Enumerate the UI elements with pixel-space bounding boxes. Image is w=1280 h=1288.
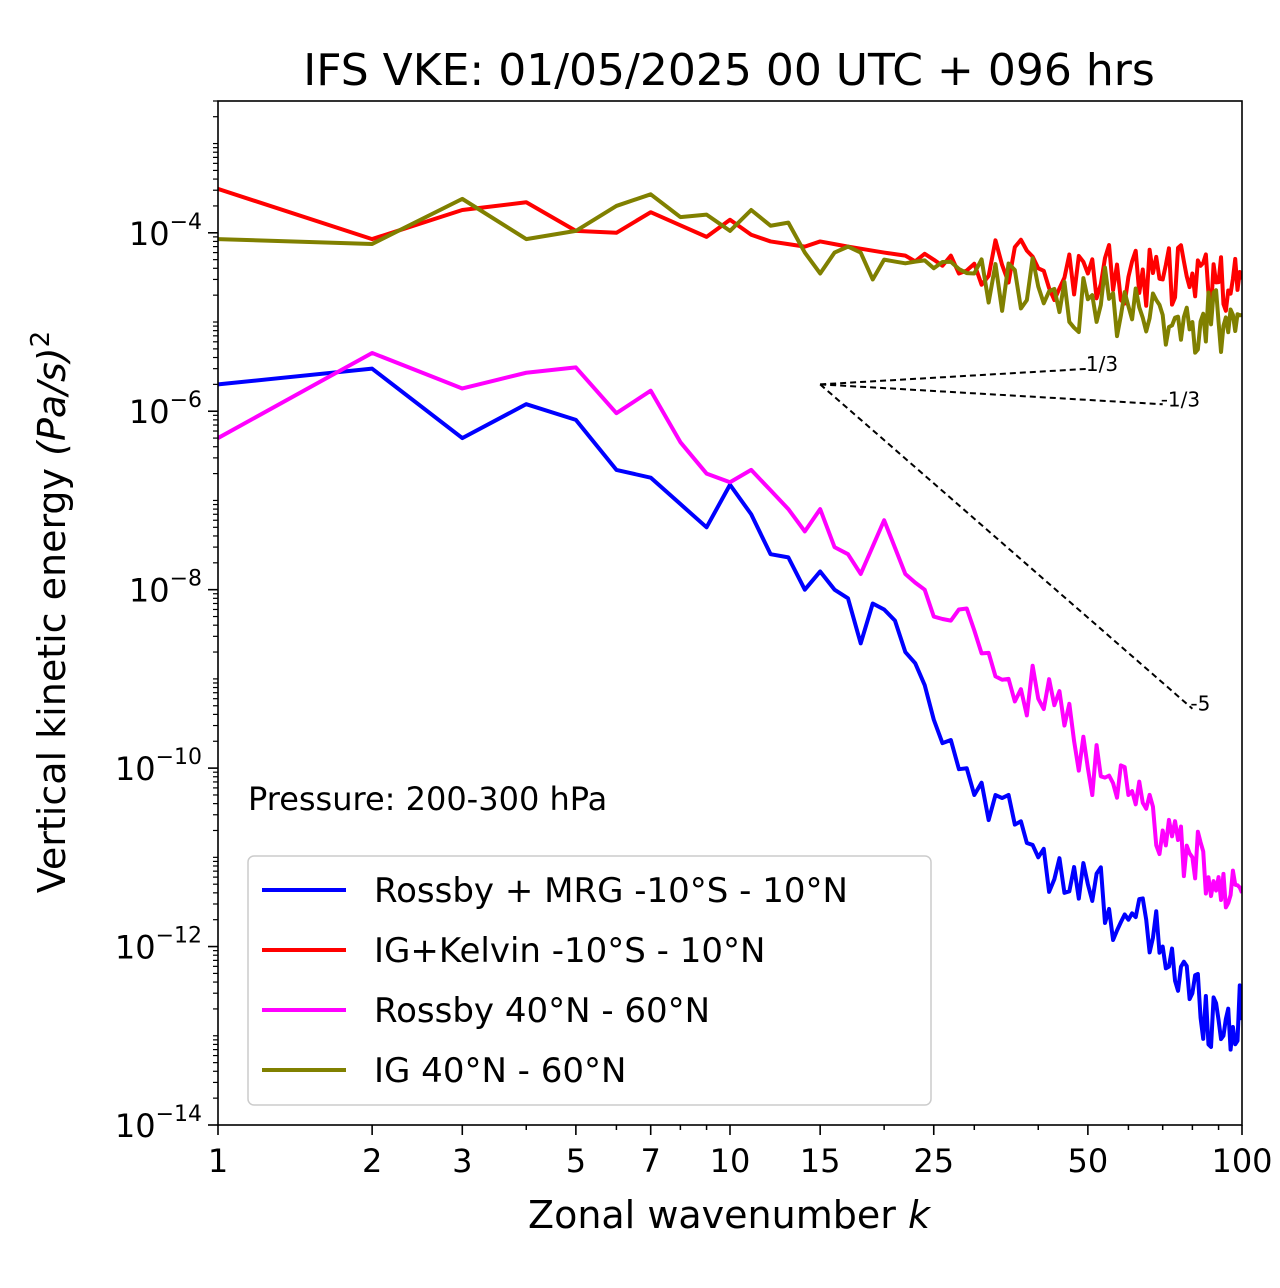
y-tick-label: 10−10 — [115, 745, 202, 788]
y-tick-label: 10−4 — [129, 210, 202, 253]
legend-label-1: IG+Kelvin -10°S - 10°N — [374, 931, 765, 971]
x-tick-label: 100 — [1211, 1142, 1272, 1180]
y-tick-label: 10−8 — [129, 567, 202, 610]
x-tick-label: 3 — [452, 1142, 472, 1180]
x-tick-label: 25 — [913, 1142, 954, 1180]
y-axis-label-units: (Pa/s) — [30, 347, 74, 455]
pressure-annotation: Pressure: 200-300 hPa — [248, 780, 607, 818]
series-layer — [218, 187, 1242, 1052]
x-tick-label: 15 — [800, 1142, 841, 1180]
x-tick-label: 1 — [208, 1142, 228, 1180]
y-tick-label: 10−6 — [129, 388, 202, 431]
x-tick-label: 5 — [566, 1142, 586, 1180]
y-tick-label: 10−12 — [115, 924, 202, 967]
legend-label-3: IG 40°N - 60°N — [374, 1051, 626, 1091]
x-axis-label-var: k — [908, 1193, 932, 1237]
y-axis-ticks: 10−14 10−12 10−10 10−8 10−6 10−4 — [115, 100, 218, 1145]
slope-line-2 — [819, 383, 1194, 710]
x-tick-label: 50 — [1068, 1142, 1109, 1180]
x-tick-label: 7 — [641, 1142, 661, 1180]
x-axis-label: Zonal wavenumber k — [528, 1193, 932, 1237]
y-axis-label-text: Vertical kinetic energy — [30, 468, 74, 893]
x-axis-ticks: 1 2 3 5 7 10 15 25 50 100 — [208, 1125, 1273, 1180]
series-line-2 — [218, 350, 1242, 910]
y-axis-label: Vertical kinetic energy (Pa/s)2 — [26, 331, 74, 893]
y-tick-label: 10−14 — [115, 1102, 202, 1145]
slope-label-0: 1/3 — [1086, 352, 1118, 376]
y-axis-label-power: 2 — [26, 331, 56, 348]
x-tick-label: 2 — [362, 1142, 382, 1180]
slope-line-0 — [820, 367, 1088, 386]
legend-label-0: Rossby + MRG -10°S - 10°N — [374, 871, 848, 911]
chart-title: IFS VKE: 01/05/2025 00 UTC + 096 hrs — [303, 45, 1155, 96]
slope-label-2: -5 — [1190, 692, 1210, 716]
reference-slopes: 1/3 -1/3 -5 — [819, 352, 1210, 716]
legend-box — [247, 855, 932, 1106]
legend: Rossby + MRG -10°S - 10°N IG+Kelvin -10°S… — [247, 855, 932, 1106]
slope-label-1: -1/3 — [1161, 387, 1200, 411]
slope-line-1 — [820, 383, 1163, 406]
x-tick-label: 10 — [710, 1142, 751, 1180]
series-line-3 — [218, 192, 1242, 355]
svg-text:Vertical kinetic energy (Pa/s): Vertical kinetic energy (Pa/s)2 — [26, 331, 74, 893]
series-line-0 — [218, 366, 1242, 1052]
x-axis-label-text: Zonal wavenumber — [528, 1193, 896, 1237]
legend-label-2: Rossby 40°N - 60°N — [374, 991, 710, 1031]
